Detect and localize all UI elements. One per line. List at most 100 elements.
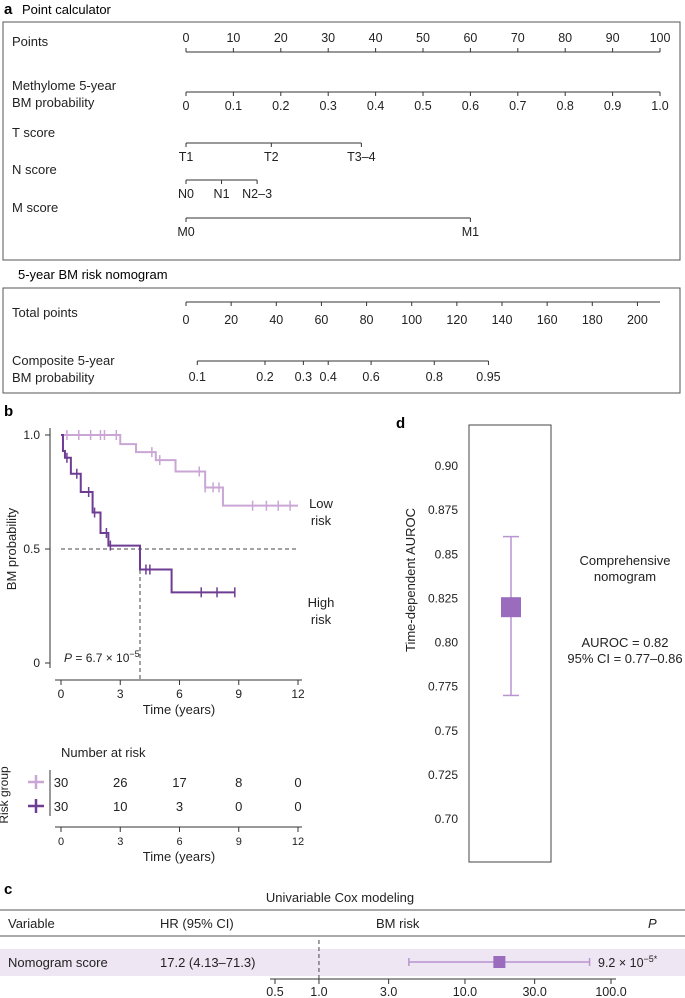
pc-row-label-line: Points bbox=[12, 34, 49, 49]
km-p-text: = 6.7 × 10 bbox=[72, 651, 130, 665]
pc-row-label-line: Methylome 5-year bbox=[12, 78, 117, 93]
risk-x-tick-label: 12 bbox=[292, 836, 304, 848]
km-x-tick-label: 6 bbox=[176, 687, 183, 701]
panel-label-b: b bbox=[4, 403, 13, 420]
total-points-label: Total points bbox=[12, 305, 78, 320]
pc-tick-label: 0.2 bbox=[272, 99, 289, 113]
pc-tick-label: T1 bbox=[179, 150, 194, 164]
pc-tick-label: 20 bbox=[274, 31, 288, 45]
composite-tick-label: 0.3 bbox=[295, 370, 312, 384]
pc-tick-label: 1.0 bbox=[651, 99, 668, 113]
panel-label-c: c bbox=[4, 881, 12, 898]
nomogram-rows: Total points 0 20 40 60 80 100 120 140 160 180 200 C… bbox=[12, 301, 660, 385]
km-y-tick-label: 0.5 bbox=[23, 542, 40, 556]
pc-tick-label: 0.1 bbox=[225, 99, 242, 113]
km-p-symbol: P bbox=[64, 651, 72, 665]
forest-variable: Nomogram score bbox=[8, 955, 108, 970]
km-y-tick-label: 0 bbox=[33, 656, 40, 670]
pc-row-label-line: BM probability bbox=[12, 95, 95, 110]
auroc-y-tick-label: 0.825 bbox=[428, 591, 458, 605]
auroc-stats-line: AUROC = 0.82 bbox=[581, 635, 668, 650]
km-series-label-line: High bbox=[308, 595, 335, 610]
forest-x-tick-label: 1.0 bbox=[310, 985, 327, 998]
auroc-y-tick-label: 0.725 bbox=[428, 768, 458, 782]
km-y-label: BM probability bbox=[4, 507, 19, 590]
pc-tick-label: 70 bbox=[511, 31, 525, 45]
panel-label-d: d bbox=[396, 415, 405, 432]
total-points-tick-label: 140 bbox=[492, 313, 513, 327]
auroc-plot: 0.70 0.725 0.75 0.775 0.80 0.825 0.85 0.875 0.90… bbox=[403, 424, 683, 863]
auroc-point-marker bbox=[501, 597, 521, 618]
pc-tick-label: 0.9 bbox=[604, 99, 621, 113]
pc-tick-label: 0 bbox=[183, 31, 190, 45]
composite-label: Composite 5-year BM probability bbox=[12, 353, 115, 385]
pc-tick-label: T3–4 bbox=[347, 150, 376, 164]
auroc-annotation: Comprehensive nomogram bbox=[579, 553, 670, 584]
risk-x-label: Time (years) bbox=[143, 849, 215, 864]
risk-count: 3 bbox=[176, 799, 183, 814]
pc-tick-label: N1 bbox=[214, 187, 230, 201]
composite-tick-label: 0.8 bbox=[426, 370, 443, 384]
risk-x-tick-label: 6 bbox=[176, 836, 182, 848]
pc-tick-label: T2 bbox=[264, 150, 279, 164]
pc-tick-label: N0 bbox=[178, 187, 194, 201]
forest-x-tick-label: 100.0 bbox=[595, 985, 626, 998]
km-p-exponent: −5 bbox=[129, 649, 139, 659]
km-series-label-line: Low bbox=[309, 496, 333, 511]
total-points-tick-label: 60 bbox=[314, 313, 328, 327]
total-points-tick-label: 80 bbox=[360, 313, 374, 327]
km-x-tick-label: 9 bbox=[235, 687, 242, 701]
forest-point-marker bbox=[493, 956, 506, 968]
pc-tick-label: 60 bbox=[463, 31, 477, 45]
km-series-label-line: risk bbox=[311, 513, 332, 528]
pc-tick-label: 80 bbox=[558, 31, 572, 45]
auroc-y-tick-label: 0.85 bbox=[435, 547, 459, 561]
km-series-label: Low risk bbox=[309, 496, 333, 528]
pc-tick-label: 0.6 bbox=[462, 99, 479, 113]
composite-tick-label: 0.4 bbox=[320, 370, 337, 384]
point-calculator-box bbox=[2, 21, 681, 261]
total-points-tick-label: 20 bbox=[224, 313, 238, 327]
km-curve-high-risk bbox=[61, 434, 235, 594]
risk-x-tick-label: 9 bbox=[236, 836, 242, 848]
forest-header: BM risk bbox=[376, 916, 420, 931]
panel-label-a: a bbox=[4, 1, 13, 18]
forest-p-text: 9.2 × 10 bbox=[598, 956, 644, 970]
pc-row-label-line: T score bbox=[12, 125, 55, 140]
pc-row-label: M score bbox=[12, 200, 58, 215]
risk-x-tick-label: 3 bbox=[117, 836, 123, 848]
forest-x-tick-label: 10.0 bbox=[453, 985, 477, 998]
pc-tick-label: 0.7 bbox=[509, 99, 526, 113]
pc-tick-label: 0.3 bbox=[320, 99, 337, 113]
pc-tick-label: 10 bbox=[226, 31, 240, 45]
km-x-tick-label: 3 bbox=[117, 687, 124, 701]
forest-hr-text: 17.2 (4.13–71.3) bbox=[160, 955, 255, 970]
risk-count: 8 bbox=[235, 775, 242, 790]
total-points-tick-label: 200 bbox=[627, 313, 648, 327]
km-curve-low-risk bbox=[61, 434, 298, 507]
km-x-label: Time (years) bbox=[143, 702, 215, 717]
pc-row-label-line: M score bbox=[12, 200, 58, 215]
km-y-tick-label: 1.0 bbox=[23, 428, 40, 442]
risk-count: 17 bbox=[172, 775, 186, 790]
total-points-tick-label: 100 bbox=[401, 313, 422, 327]
forest-p-exponent: −5* bbox=[644, 954, 658, 964]
auroc-y-tick-label: 0.775 bbox=[428, 680, 458, 694]
nomogram-title: 5-year BM risk nomogram bbox=[18, 267, 168, 282]
total-points-tick-label: 160 bbox=[537, 313, 558, 327]
auroc-annotation-line: Comprehensive bbox=[579, 553, 670, 568]
pc-row-label-line: N score bbox=[12, 162, 57, 177]
total-points-tick-label: 0 bbox=[183, 313, 190, 327]
km-series-label-line: risk bbox=[311, 612, 332, 627]
forest-x-tick-label: 30.0 bbox=[522, 985, 546, 998]
auroc-frame bbox=[468, 424, 552, 863]
pc-tick-label: 90 bbox=[606, 31, 620, 45]
auroc-annotation-line: nomogram bbox=[594, 569, 656, 584]
forest-plot: Univariable Cox modeling Variable HR (95% … bbox=[0, 890, 685, 998]
forest-title: Univariable Cox modeling bbox=[266, 890, 414, 905]
auroc-y-tick-label: 0.75 bbox=[435, 724, 459, 738]
composite-tick-label: 0.95 bbox=[476, 370, 500, 384]
km-x-tick-label: 12 bbox=[291, 687, 305, 701]
risk-count: 30 bbox=[54, 775, 68, 790]
composite-tick-label: 0.2 bbox=[256, 370, 273, 384]
